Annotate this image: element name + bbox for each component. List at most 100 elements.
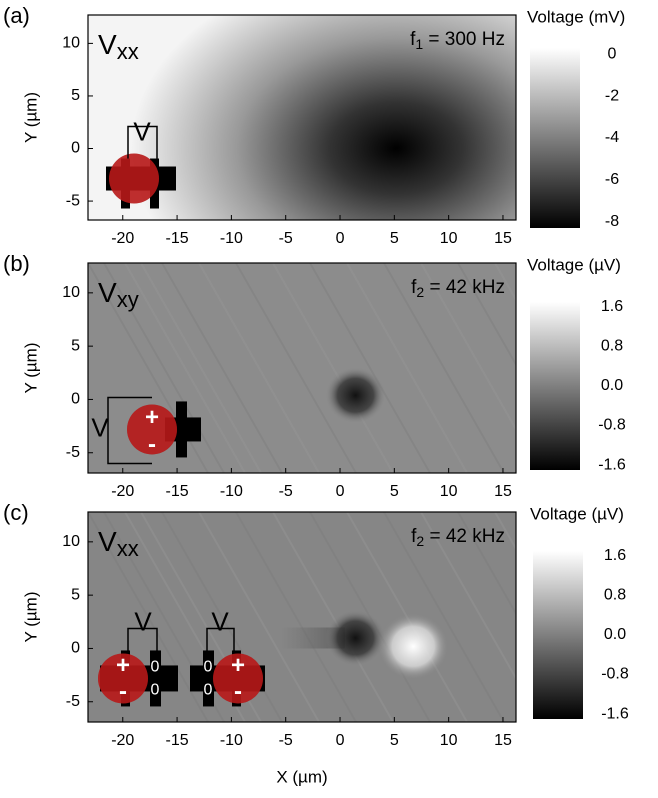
sketch-label: - xyxy=(148,431,156,458)
bracket xyxy=(127,125,158,159)
x-tick-label: -15 xyxy=(166,230,189,247)
texture xyxy=(309,263,431,473)
colorbar-tick-label: 0.0 xyxy=(604,626,626,643)
frequency-main: f xyxy=(411,277,417,298)
colorbar-tick-label: 0.8 xyxy=(601,338,623,355)
x-tick-label: -10 xyxy=(220,483,243,500)
colorbar-tick-label: -0.8 xyxy=(598,417,626,434)
y-axis-label: Y (µm) xyxy=(21,92,40,143)
colorbar-tick-label: -1.6 xyxy=(601,705,629,722)
y-tick-label: -5 xyxy=(66,192,80,209)
colorbar-tick-label: -6 xyxy=(605,171,619,188)
x-tick-label: -20 xyxy=(111,230,134,247)
texture xyxy=(420,512,516,681)
quantity-sub: xx xyxy=(117,536,139,561)
panel-quantity: Vxx xyxy=(98,29,139,63)
texture xyxy=(346,263,468,473)
laser-spot xyxy=(127,404,177,455)
frequency-rest: = 42 kHz xyxy=(424,277,505,298)
heatmap-spot xyxy=(378,613,449,680)
colorbar-tick-label: -1.6 xyxy=(598,456,626,473)
y-tick-label: 10 xyxy=(62,35,80,52)
texture xyxy=(457,263,516,367)
device-contact xyxy=(203,650,214,707)
panel-label: (a) xyxy=(3,3,30,28)
x-tick-label: 0 xyxy=(336,732,345,749)
x-axis-label: X (µm) xyxy=(276,767,327,786)
x-tick-label: -20 xyxy=(111,483,134,500)
texture xyxy=(235,512,357,722)
sketch-label: - xyxy=(234,678,242,705)
x-tick-label: 10 xyxy=(440,732,458,749)
laser-spot xyxy=(213,653,263,704)
texture xyxy=(198,263,320,473)
sketch-label: - xyxy=(119,678,127,705)
x-tick-label: 5 xyxy=(390,732,399,749)
sketch-label: + xyxy=(231,652,245,679)
x-tick-label: -10 xyxy=(220,732,243,749)
frequency-annotation: f2 = 42 kHz xyxy=(411,277,505,300)
plot-frame xyxy=(87,14,517,221)
laser-halo xyxy=(213,653,263,704)
texture xyxy=(457,512,516,616)
texture xyxy=(235,263,357,473)
colorbar-tick-label: -2 xyxy=(605,87,619,104)
colorbar-tick-label: 0 xyxy=(608,45,617,62)
texture xyxy=(88,512,209,722)
y-tick-label: 0 xyxy=(71,391,80,408)
heatmap-spot xyxy=(325,610,386,666)
quantity-main: V xyxy=(98,29,117,60)
frequency-main: f xyxy=(411,526,417,547)
device-contact xyxy=(176,401,187,458)
sketch-label: V xyxy=(211,606,229,636)
sketch-label: V xyxy=(91,412,109,442)
x-tick-label: 5 xyxy=(390,483,399,500)
texture xyxy=(494,263,516,302)
panel-quantity: Vxx xyxy=(98,526,139,560)
x-tick-label: 15 xyxy=(494,483,512,500)
x-tick-label: -20 xyxy=(111,732,134,749)
colorbar-tick-label: -8 xyxy=(605,213,619,230)
colorbar-title: Voltage (µV) xyxy=(527,255,621,274)
y-tick-label: 0 xyxy=(71,140,80,157)
sketch-label: + xyxy=(116,652,130,679)
colorbar xyxy=(530,302,580,470)
laser-spot xyxy=(109,153,159,204)
y-tick-label: -5 xyxy=(66,444,80,461)
x-tick-label: -10 xyxy=(220,230,243,247)
panel: V +- -20 -15 -10 -5 0 5 10 15 -5 0 5 10 (b) Y (µm) Vxy f2… xyxy=(3,251,626,500)
texture xyxy=(494,512,516,551)
laser-halo xyxy=(127,404,177,455)
sketch-label: 0 xyxy=(151,682,160,699)
frequency-sub: 2 xyxy=(416,284,424,300)
texture xyxy=(383,263,505,473)
frequency-rest: = 300 Hz xyxy=(423,29,505,50)
laser-halo xyxy=(109,153,159,204)
bracket xyxy=(107,396,152,465)
sketch-label: 0 xyxy=(151,659,160,676)
x-tick-label: 5 xyxy=(390,230,399,247)
texture xyxy=(272,512,394,722)
sketch-label: V xyxy=(134,606,152,636)
x-tick-label: -5 xyxy=(279,230,293,247)
quantity-sub: xy xyxy=(117,287,139,312)
texture xyxy=(103,263,225,473)
frequency-annotation: f2 = 42 kHz xyxy=(411,526,505,549)
panel-label: (b) xyxy=(3,251,30,276)
colorbar-tick-label: 1.6 xyxy=(604,547,626,564)
frequency-annotation: f1 = 300 Hz xyxy=(410,29,505,52)
texture xyxy=(140,263,262,473)
colorbar-tick-label: 0.8 xyxy=(604,587,626,604)
y-tick-label: 10 xyxy=(62,533,80,550)
bracket xyxy=(206,627,235,651)
texture xyxy=(272,263,394,473)
x-tick-label: 10 xyxy=(440,230,458,247)
y-tick-label: 5 xyxy=(71,337,80,354)
quantity-sub: xx xyxy=(117,39,139,64)
texture xyxy=(420,263,516,432)
panel-label: (c) xyxy=(3,500,29,525)
